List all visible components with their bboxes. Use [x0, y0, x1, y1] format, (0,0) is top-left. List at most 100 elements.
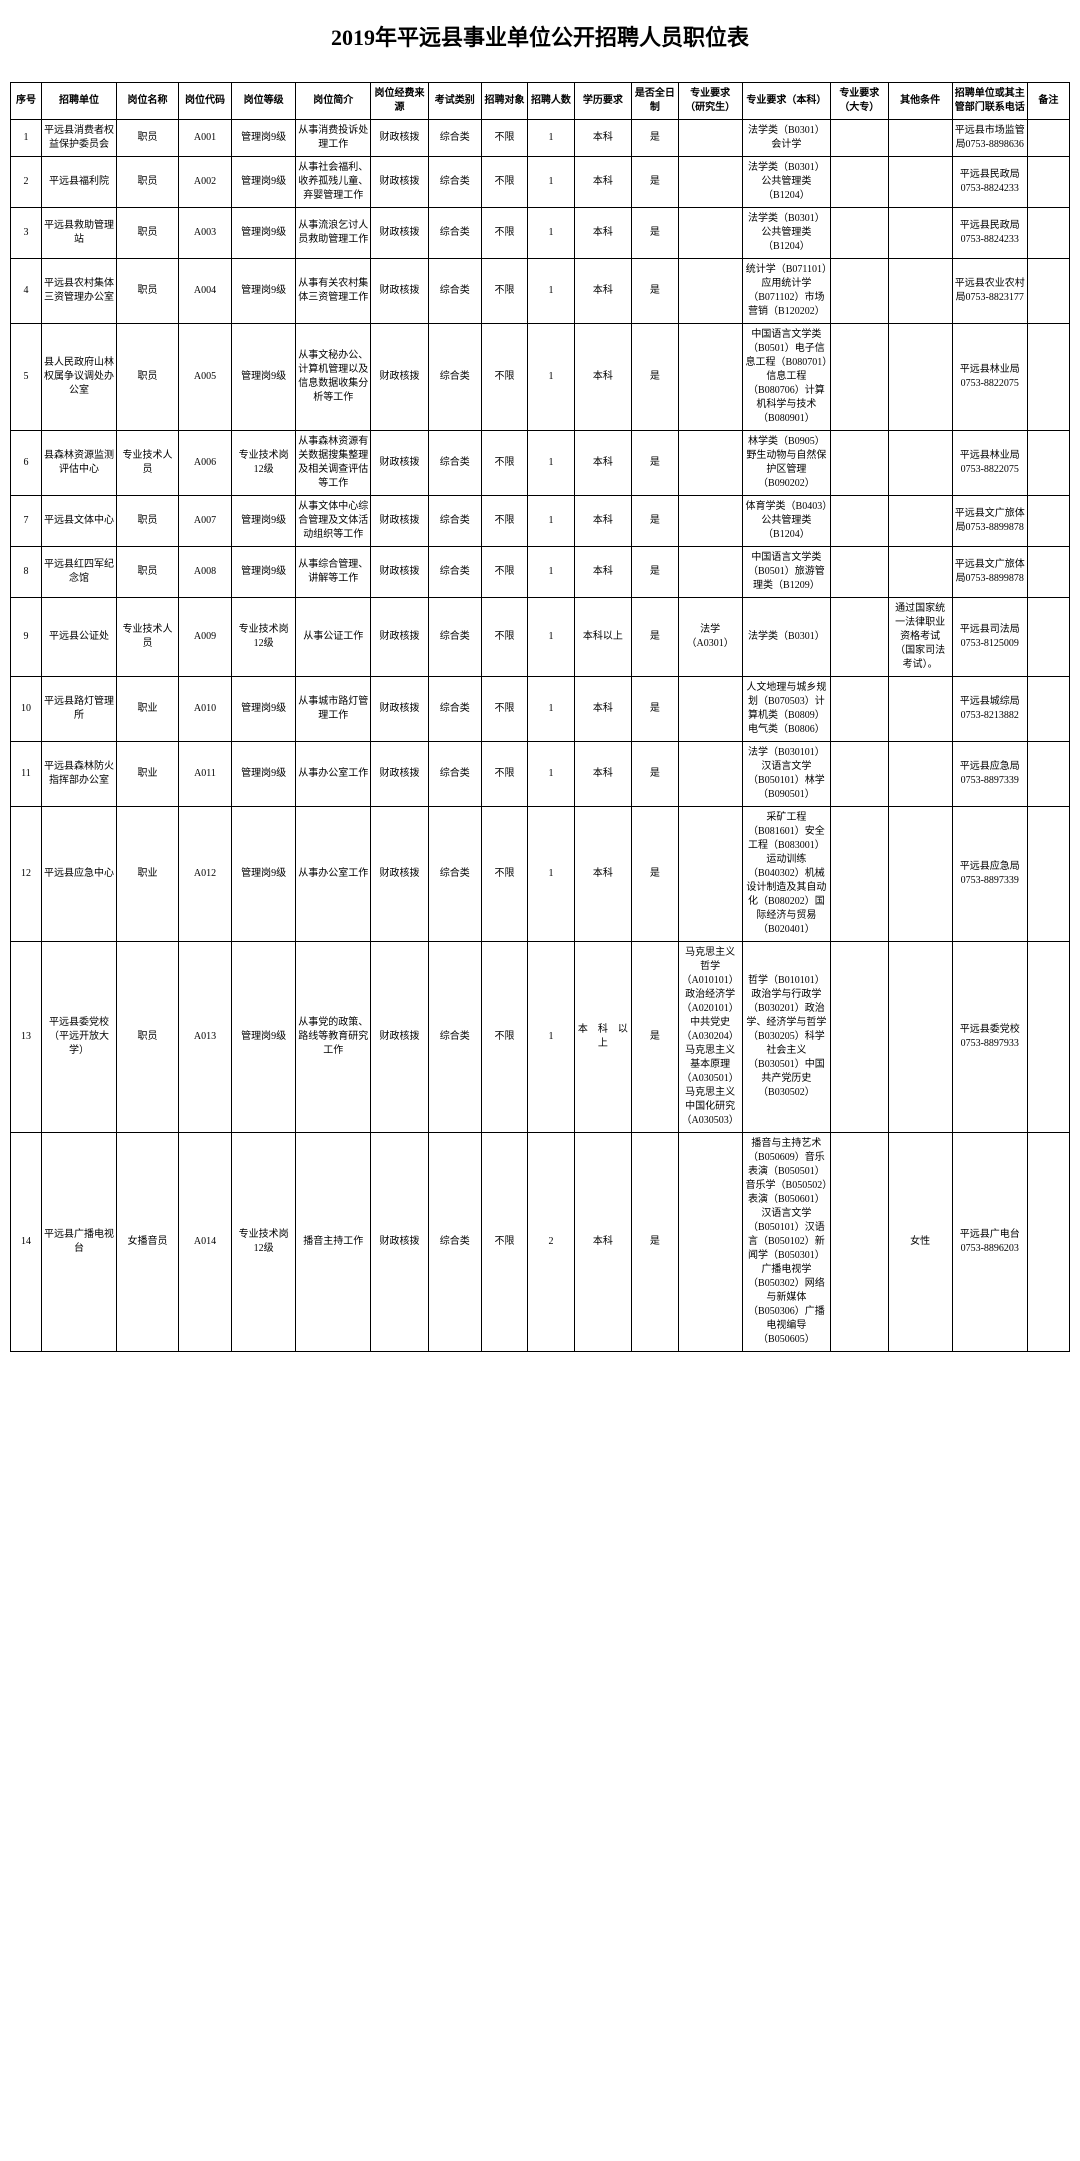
cell-level: 管理岗9级: [232, 157, 296, 208]
cell-remark: [1027, 677, 1069, 742]
cell-target: 不限: [481, 598, 527, 677]
cell-code: A003: [178, 208, 231, 259]
cell-unit: 平远县农村集体三资管理办公室: [41, 259, 116, 324]
cell-target: 不限: [481, 496, 527, 547]
cell-other: [888, 496, 952, 547]
cell-remark: [1027, 742, 1069, 807]
cell-target: 不限: [481, 259, 527, 324]
cell-assoc: [831, 807, 888, 942]
cell-code: A008: [178, 547, 231, 598]
cell-seq: 2: [11, 157, 42, 208]
cell-unit: 平远县消费者权益保护委员会: [41, 120, 116, 157]
cell-tel: 平远县林业局0753-8822075: [952, 324, 1027, 431]
cell-tel: 平远县广电台0753-8896203: [952, 1133, 1027, 1352]
cell-remark: [1027, 598, 1069, 677]
cell-grad: [678, 742, 742, 807]
table-row: 12平远县应急中心职业A012管理岗9级从事办公室工作财政核拨综合类不限1本科是…: [11, 807, 1070, 942]
table-row: 1平远县消费者权益保护委员会职员A001管理岗9级从事消费投诉处理工作财政核拨综…: [11, 120, 1070, 157]
cell-code: A006: [178, 431, 231, 496]
cell-fulltime: 是: [632, 1133, 678, 1352]
cell-assoc: [831, 547, 888, 598]
page-title: 2019年平远县事业单位公开招聘人员职位表: [10, 20, 1070, 52]
cell-assoc: [831, 259, 888, 324]
cell-fulltime: 是: [632, 807, 678, 942]
header-fund: 岗位经费来源: [371, 83, 428, 120]
cell-bach: 中国语言文学类（B0501）电子信息工程（B080701）信息工程（B08070…: [742, 324, 830, 431]
cell-num: 1: [528, 157, 574, 208]
cell-bach: 法学类（B0301）会计学: [742, 120, 830, 157]
cell-fulltime: 是: [632, 742, 678, 807]
cell-fulltime: 是: [632, 120, 678, 157]
cell-unit: 平远县路灯管理所: [41, 677, 116, 742]
cell-level: 管理岗9级: [232, 259, 296, 324]
cell-other: [888, 742, 952, 807]
cell-level: 专业技术岗12级: [232, 1133, 296, 1352]
cell-intro: 从事消费投诉处理工作: [296, 120, 371, 157]
cell-seq: 12: [11, 807, 42, 942]
cell-grad: [678, 324, 742, 431]
cell-target: 不限: [481, 157, 527, 208]
cell-exam: 综合类: [428, 942, 481, 1133]
cell-other: [888, 547, 952, 598]
cell-tel: 平远县文广旅体局0753-8899878: [952, 496, 1027, 547]
cell-code: A001: [178, 120, 231, 157]
cell-intro: 从事流浪乞讨人员救助管理工作: [296, 208, 371, 259]
cell-assoc: [831, 324, 888, 431]
cell-target: 不限: [481, 677, 527, 742]
header-level: 岗位等级: [232, 83, 296, 120]
cell-assoc: [831, 677, 888, 742]
table-row: 14平远县广播电视台女播音员A014专业技术岗12级播音主持工作财政核拨综合类不…: [11, 1133, 1070, 1352]
cell-intro: 播音主持工作: [296, 1133, 371, 1352]
cell-pos: 职业: [117, 742, 179, 807]
cell-code: A009: [178, 598, 231, 677]
cell-grad: [678, 208, 742, 259]
header-code: 岗位代码: [178, 83, 231, 120]
cell-num: 1: [528, 742, 574, 807]
cell-fund: 财政核拨: [371, 942, 428, 1133]
cell-fulltime: 是: [632, 157, 678, 208]
cell-seq: 7: [11, 496, 42, 547]
cell-target: 不限: [481, 324, 527, 431]
cell-edu: 本科: [574, 1133, 631, 1352]
cell-unit: 平远县红四军纪念馆: [41, 547, 116, 598]
cell-edu: 本科: [574, 496, 631, 547]
cell-target: 不限: [481, 942, 527, 1133]
cell-code: A014: [178, 1133, 231, 1352]
cell-level: 专业技术岗12级: [232, 598, 296, 677]
cell-bach: 体育学类（B0403）公共管理类（B1204）: [742, 496, 830, 547]
cell-tel: 平远县市场监管局0753-8898636: [952, 120, 1027, 157]
cell-exam: 综合类: [428, 598, 481, 677]
header-other: 其他条件: [888, 83, 952, 120]
cell-num: 1: [528, 431, 574, 496]
cell-exam: 综合类: [428, 1133, 481, 1352]
cell-target: 不限: [481, 120, 527, 157]
cell-num: 1: [528, 598, 574, 677]
cell-target: 不限: [481, 431, 527, 496]
cell-code: A012: [178, 807, 231, 942]
cell-bach: 播音与主持艺术（B050609）音乐表演（B050501）音乐学（B050502…: [742, 1133, 830, 1352]
cell-seq: 11: [11, 742, 42, 807]
cell-other: [888, 677, 952, 742]
cell-num: 2: [528, 1133, 574, 1352]
cell-grad: 法学（A0301）: [678, 598, 742, 677]
cell-unit: 平远县广播电视台: [41, 1133, 116, 1352]
cell-seq: 3: [11, 208, 42, 259]
cell-tel: 平远县民政局0753-8824233: [952, 208, 1027, 259]
cell-exam: 综合类: [428, 120, 481, 157]
table-row: 4平远县农村集体三资管理办公室职员A004管理岗9级从事有关农村集体三资管理工作…: [11, 259, 1070, 324]
cell-edu: 本科: [574, 208, 631, 259]
table-row: 5县人民政府山林权属争议调处办公室职员A005管理岗9级从事文秘办公、计算机管理…: [11, 324, 1070, 431]
cell-tel: 平远县农业农村局0753-8823177: [952, 259, 1027, 324]
table-row: 3平远县救助管理站职员A003管理岗9级从事流浪乞讨人员救助管理工作财政核拨综合…: [11, 208, 1070, 259]
cell-fund: 财政核拨: [371, 120, 428, 157]
cell-bach: 法学类（B0301）公共管理类（B1204）: [742, 208, 830, 259]
cell-bach: 中国语言文学类（B0501）旅游管理类（B1209）: [742, 547, 830, 598]
cell-intro: 从事城市路灯管理工作: [296, 677, 371, 742]
header-bach: 专业要求（本科）: [742, 83, 830, 120]
cell-fund: 财政核拨: [371, 598, 428, 677]
cell-exam: 综合类: [428, 157, 481, 208]
cell-level: 管理岗9级: [232, 677, 296, 742]
cell-exam: 综合类: [428, 742, 481, 807]
cell-pos: 专业技术人员: [117, 431, 179, 496]
cell-pos: 专业技术人员: [117, 598, 179, 677]
